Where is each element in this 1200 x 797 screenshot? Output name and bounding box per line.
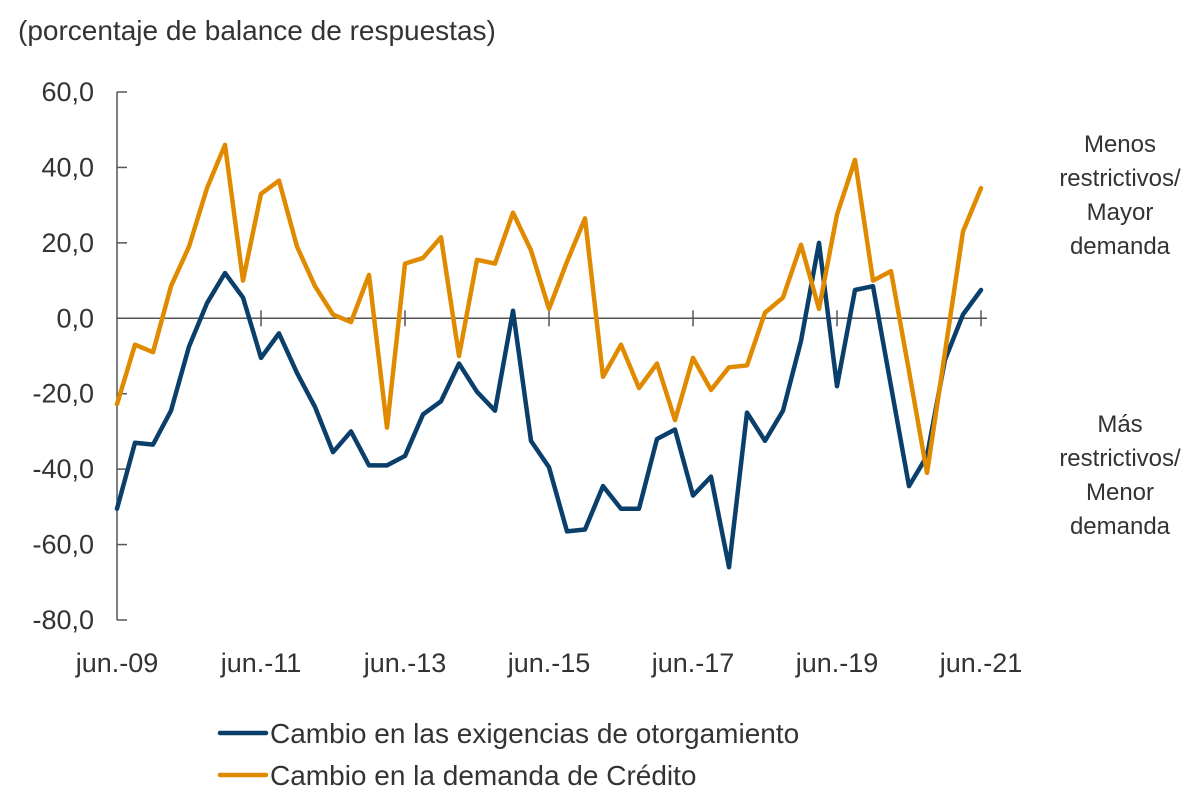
x-tick-label: jun.-11 [220,648,302,678]
x-tick-label: jun.-17 [651,648,735,678]
annotation-text: restrictivos/ [1059,165,1181,192]
annotation-text: Menor [1086,479,1154,506]
x-ticks: jun.-09 jun.-11 jun.-13 jun.-15 jun.-17 jun.-… [75,310,1023,678]
y-tick-label: -60,0 [32,530,94,560]
y-tick-label: -20,0 [32,379,94,409]
legend-label: Cambio en la demanda de Crédito [270,760,696,791]
x-tick-label: jun.-13 [363,648,447,678]
y-ticks: 60,0 40,0 20,0 0,0 -20,0 -40,0 -60,0 -80,0 [32,77,127,635]
annotation-text: demanda [1070,513,1171,540]
y-tick-label: 60,0 [41,77,94,107]
series-line-1 [114,240,984,570]
y-tick-label: 40,0 [41,152,94,182]
y-tick-label: -40,0 [32,454,94,484]
x-tick-label: jun.-15 [507,648,591,678]
legend: Cambio en las exigencias de otorgamiento… [217,718,799,791]
y-tick-label: 20,0 [41,228,94,258]
annotation-text: Más [1097,411,1142,438]
y-axis-label: (porcentaje de balance de respuestas) [18,15,496,46]
legend-label: Cambio en las exigencias de otorgamiento [270,718,799,749]
annotations: Menos restrictivos/Mayor demanda Más restric… [1059,131,1181,540]
axes [116,92,987,620]
x-tick-label: jun.-09 [75,648,159,678]
y-tick-label: -80,0 [32,605,94,635]
x-tick-label: jun.-21 [939,648,1023,678]
y-tick-label: 0,0 [56,303,94,333]
annotation-text: Menos [1084,131,1156,158]
annotation-text: restrictivos/ [1059,445,1181,472]
x-tick-label: jun.-19 [795,648,879,678]
annotation-text: demanda [1070,233,1171,260]
series-lines [114,142,984,570]
annotation-text: Mayor [1087,199,1154,226]
